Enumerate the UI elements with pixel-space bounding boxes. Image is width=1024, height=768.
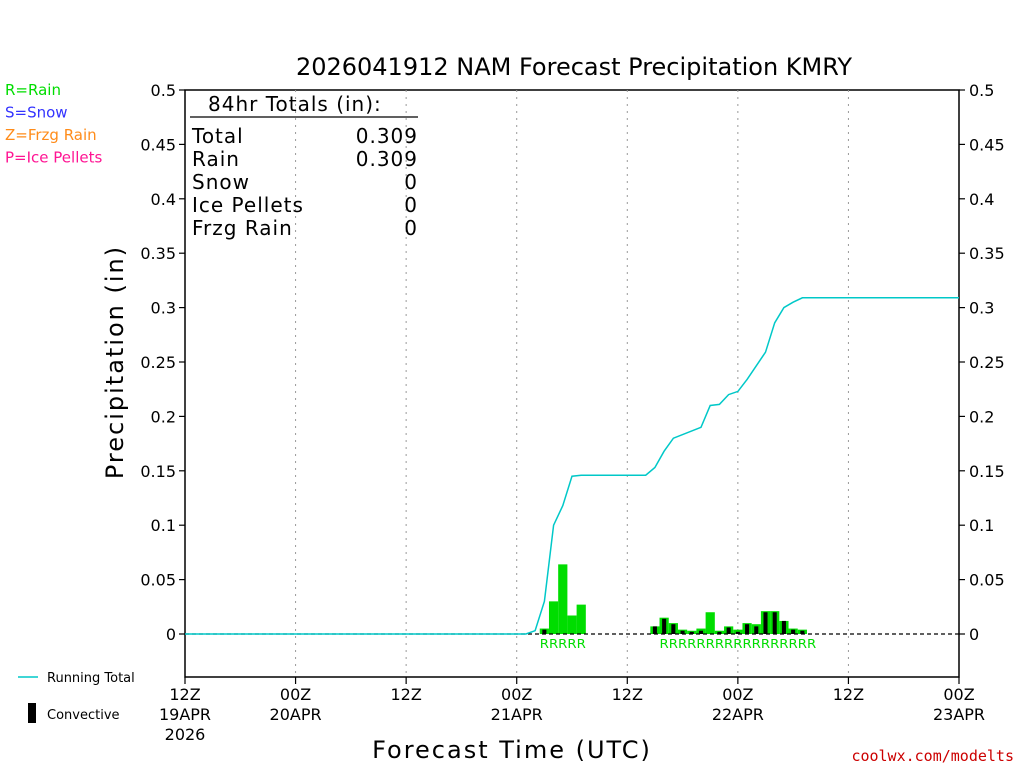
y-tick-label: 0.3 <box>969 299 994 318</box>
x-tick-label: 12Z <box>169 685 200 704</box>
convective-bar <box>662 618 667 634</box>
convective-bar <box>689 631 694 634</box>
x-tick-label: 00Z <box>943 685 974 704</box>
totals-value: 0 <box>404 193 418 217</box>
y-tick-label: 0.45 <box>140 135 176 154</box>
totals-label: Total <box>191 124 244 148</box>
precip-type-legend-item: S=Snow <box>5 104 68 122</box>
totals-label: Ice Pellets <box>192 193 304 217</box>
chart-title: 2026041912 NAM Forecast Precipitation KM… <box>296 53 852 81</box>
convective-bar <box>791 629 796 634</box>
totals-value: 0 <box>404 216 418 240</box>
y-tick-label: 0.15 <box>140 462 176 481</box>
x-tick-label: 12Z <box>390 685 421 704</box>
convective-bar <box>680 630 685 634</box>
x-axis-title: Forecast Time (UTC) <box>372 736 652 764</box>
x-tick-label: 00Z <box>722 685 753 704</box>
y-tick-label: 0.25 <box>969 353 1005 372</box>
rain-bar <box>567 615 577 634</box>
y-tick-label: 0 <box>166 625 176 644</box>
y-tick-label: 0.45 <box>969 135 1005 154</box>
totals-box: 84hr Totals (in): Total 0.309 Rain 0.309 Sno… <box>190 92 418 240</box>
gridlines <box>295 90 849 677</box>
y-tick-label: 0.5 <box>151 81 176 100</box>
precip-type-legend-item: R=Rain <box>5 81 61 99</box>
convective-bar <box>800 630 805 634</box>
y-tick-label: 0.35 <box>969 244 1005 263</box>
y-tick-label: 0.5 <box>969 81 994 100</box>
y-tick-label: 0 <box>969 625 979 644</box>
convective-bar <box>745 624 750 634</box>
y-tick-label: 0.1 <box>969 516 994 535</box>
y-axis-left: 0.5 0.45 0.4 0.35 0.3 0.25 0.2 0.15 0.1 0.05 0 <box>140 81 185 644</box>
convective-bar <box>698 630 704 634</box>
totals-value: 0 <box>404 170 418 194</box>
totals-value: 0.309 <box>356 147 418 171</box>
convective-bar <box>735 631 740 634</box>
y-tick-label: 0.2 <box>969 407 994 426</box>
y-axis-right: 0.5 0.45 0.4 0.35 0.3 0.25 0.2 0.15 0.1 0.05 0 <box>959 81 1005 644</box>
convective-bar <box>717 631 722 634</box>
precip-type-codes-row: RRRRRRRRRRRRRRRRR <box>660 637 817 651</box>
convective-bar <box>652 626 657 634</box>
y-tick-label: 0.3 <box>151 299 176 318</box>
y-tick-label: 0.25 <box>140 353 176 372</box>
y-tick-label: 0.05 <box>969 571 1005 590</box>
x-tick-date: 19APR <box>159 705 211 724</box>
precip-type-codes-row: RRRRR <box>540 637 586 651</box>
x-tick-date: 23APR <box>933 705 985 724</box>
y-tick-label: 0.2 <box>151 407 176 426</box>
rain-bar <box>548 601 559 634</box>
x-tick-date: 21APR <box>491 705 543 724</box>
y-tick-label: 0.15 <box>969 462 1005 481</box>
convective-bars <box>542 612 805 634</box>
y-tick-label: 0.05 <box>140 571 176 590</box>
running-total-line <box>185 297 959 635</box>
x-tick-year: 2026 <box>165 725 206 744</box>
credit-text: coolwx.com/modelts <box>851 747 1014 765</box>
totals-heading: 84hr Totals (in): <box>208 92 382 116</box>
x-tick-label: 00Z <box>501 685 532 704</box>
rain-bar <box>705 612 715 634</box>
totals-value: 0.309 <box>356 124 418 148</box>
x-tick-date: 22APR <box>712 705 764 724</box>
y-tick-label: 0.4 <box>151 190 176 209</box>
x-tick-label: 12Z <box>612 685 643 704</box>
running-total-legend-label: Running Total <box>47 671 135 686</box>
convective-legend-label: Convective <box>47 708 120 723</box>
convective-bar <box>781 620 786 634</box>
precip-type-legend: R=Rain S=Snow Z=Frzg Rain P=Ice Pellets <box>5 81 102 167</box>
series-legend: Running Total Convective <box>18 671 135 723</box>
x-tick-date: 20APR <box>270 705 322 724</box>
convective-bar <box>754 626 759 634</box>
precip-type-legend-item: P=Ice Pellets <box>5 149 102 167</box>
y-tick-label: 0.1 <box>151 516 176 535</box>
rain-bar <box>576 604 586 634</box>
y-tick-label: 0.4 <box>969 190 994 209</box>
totals-label: Frzg Rain <box>192 216 293 240</box>
convective-bar <box>671 624 676 634</box>
y-tick-label: 0.35 <box>140 244 176 263</box>
plot-frame <box>184 89 960 678</box>
convective-bar <box>542 629 547 634</box>
convective-legend-swatch <box>28 703 36 723</box>
y-axis-title: Precipitation (in) <box>101 245 129 479</box>
x-tick-label: 12Z <box>833 685 864 704</box>
convective-bar <box>763 612 768 634</box>
rain-bar <box>558 564 568 634</box>
precip-type-codes: RRRRR RRRRRRRRRRRRRRRRR <box>540 637 816 651</box>
totals-label: Snow <box>192 170 250 194</box>
convective-bar <box>772 612 777 634</box>
precip-type-legend-item: Z=Frzg Rain <box>5 126 97 144</box>
convective-bar <box>726 627 731 634</box>
x-tick-label: 00Z <box>280 685 311 704</box>
totals-label: Rain <box>192 147 240 171</box>
